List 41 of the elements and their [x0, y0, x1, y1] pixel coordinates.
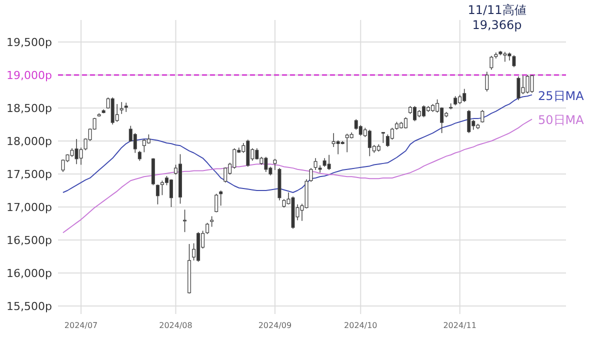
- y-tick-label: 16,500p: [6, 234, 52, 247]
- y-tick-label: 17,000p: [6, 201, 52, 214]
- x-tick-label: 2024/08: [159, 321, 192, 330]
- candlestick: [490, 55, 494, 70]
- candlestick: [309, 168, 313, 182]
- candlestick: [381, 132, 385, 144]
- candlestick: [224, 167, 228, 183]
- text: 11/11高値 19,366p: [468, 3, 526, 32]
- y-tick-label: 19,000p: [6, 69, 52, 82]
- candlestick: [156, 184, 160, 205]
- y-tick-label: 18,500p: [6, 102, 52, 115]
- candlestick: [454, 96, 458, 106]
- candlestick: [327, 154, 331, 170]
- x-tick-label: 2024/07: [64, 321, 98, 330]
- candlestick: [183, 209, 187, 232]
- candlestick: [214, 193, 218, 213]
- y-tick-label: 18,000p: [6, 135, 52, 148]
- x-tick-label: 2024/11: [443, 321, 476, 330]
- candlestick: [133, 132, 137, 154]
- candlestick: [273, 158, 277, 170]
- candlestick: [516, 76, 520, 100]
- candlestick: [219, 190, 223, 206]
- candlestick: [467, 110, 471, 134]
- series-label: 50日MA: [538, 113, 585, 128]
- y-tick-label: 16,000p: [6, 267, 52, 280]
- candlestick: [480, 110, 484, 123]
- candlestick: [206, 222, 210, 234]
- candlestick: [169, 178, 173, 208]
- y-tick-label: 15,500p: [6, 300, 52, 313]
- candlestick: [120, 102, 124, 114]
- candlestick: [124, 102, 128, 112]
- x-tick-label: 2024/10: [344, 321, 378, 330]
- candlestick: [512, 54, 516, 68]
- series-label: 25日MA: [538, 88, 585, 103]
- candlestick: [404, 116, 408, 129]
- y-tick-label: 19,500p: [6, 36, 52, 49]
- x-tick-label: 2024/09: [258, 321, 292, 330]
- candlestick: [210, 216, 214, 228]
- candlestick: [485, 71, 489, 92]
- y-tick-label: 17,500p: [6, 168, 52, 181]
- candlestick: [138, 150, 142, 162]
